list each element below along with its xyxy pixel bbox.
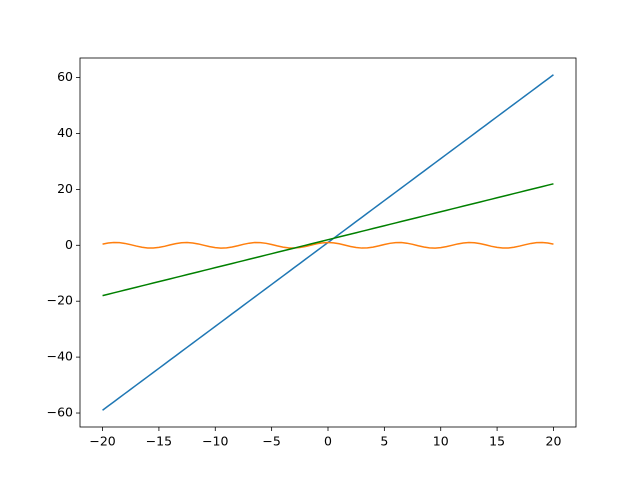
- x-tick-label: 0: [324, 434, 332, 449]
- y-tick-label: 40: [57, 125, 73, 140]
- y-tick-label: −40: [47, 349, 73, 364]
- x-tick-label: −5: [262, 434, 280, 449]
- x-tick-label: −15: [146, 434, 172, 449]
- y-tick-label: −60: [47, 405, 73, 420]
- x-tick-label: −20: [89, 434, 115, 449]
- line-series: [102, 241, 554, 249]
- y-tick-label: 60: [57, 69, 73, 84]
- x-tick-label: −10: [202, 434, 228, 449]
- x-tick-label: 20: [546, 434, 562, 449]
- x-tick-label: 15: [489, 434, 505, 449]
- line-series: [102, 183, 554, 297]
- y-tick-label: −20: [47, 293, 73, 308]
- y-tick-label: 20: [57, 181, 73, 196]
- y-tick-label: 0: [65, 237, 73, 252]
- x-tick-label: 5: [380, 434, 388, 449]
- x-tick-label: 10: [433, 434, 449, 449]
- plot-frame: [79, 57, 577, 428]
